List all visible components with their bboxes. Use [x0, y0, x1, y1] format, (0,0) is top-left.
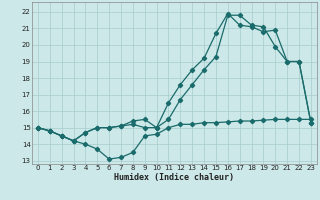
- X-axis label: Humidex (Indice chaleur): Humidex (Indice chaleur): [115, 173, 234, 182]
